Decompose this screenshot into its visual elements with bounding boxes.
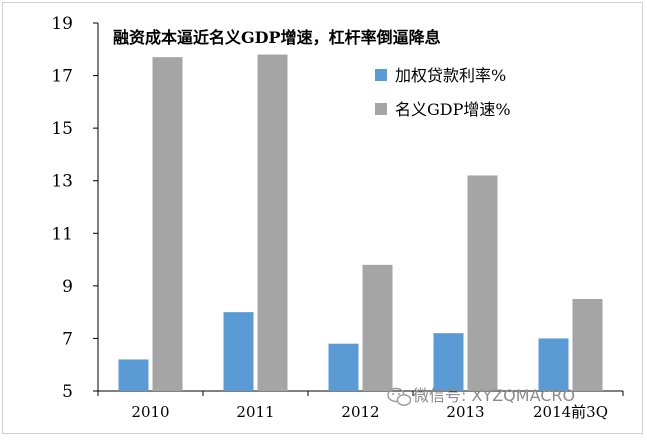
x-tick-label: 2010 [131,403,169,421]
x-tick-label: 2012 [341,403,379,421]
legend-label-gdp-growth: 名义GDP增速% [395,100,511,119]
bars [118,54,603,392]
chart-title: 融资成本逼近名义GDP增速，杠杆率倒逼降息 [113,28,441,47]
legend-label-loan-rate: 加权贷款利率% [395,66,506,85]
bar-gdp-growth-2014前3Q [572,299,603,391]
x-tick-label: 2011 [236,403,274,421]
chart-container: 5 7 9 11 13 15 17 19 2010 2011 2012 2013 2014前3Q 融资成… [2,2,643,434]
y-tick-label: 15 [51,119,73,139]
watermark: 微信号: XYZQMACRO [387,386,575,406]
tick-labels: 5 7 9 11 13 15 17 19 2010 2011 2012 2013 2014前3Q [51,14,608,421]
wechat-icon [387,387,412,406]
x-tick-label: 2013 [446,403,484,421]
y-tick-label: 9 [62,277,73,297]
bar-gdp-growth-2011 [257,54,288,392]
bar-chart: 5 7 9 11 13 15 17 19 2010 2011 2012 2013 2014前3Q 融资成… [51,14,624,421]
bar-gdp-growth-2012 [362,264,393,391]
bar-loan-rate-2011 [223,312,254,391]
bar-loan-rate-2012 [328,343,359,391]
bar-gdp-growth-2010 [152,57,183,392]
y-tick-label: 19 [51,14,73,34]
y-tick-label: 7 [62,329,73,349]
bar-gdp-growth-2013 [467,175,498,391]
watermark-text: 微信号: XYZQMACRO [413,386,575,405]
y-tick-label: 5 [62,382,73,402]
legend: 加权贷款利率% 名义GDP增速% [375,66,511,119]
bar-loan-rate-2014前3Q [538,338,569,391]
bar-loan-rate-2013 [433,333,464,391]
legend-swatch-gdp-growth [375,103,387,115]
axes [93,22,624,396]
bar-loan-rate-2010 [118,359,149,391]
x-tick-label: 2014前3Q [533,403,608,421]
y-tick-label: 13 [51,172,73,192]
y-tick-label: 11 [51,224,73,244]
legend-swatch-loan-rate [375,69,387,81]
y-tick-label: 17 [51,67,73,87]
